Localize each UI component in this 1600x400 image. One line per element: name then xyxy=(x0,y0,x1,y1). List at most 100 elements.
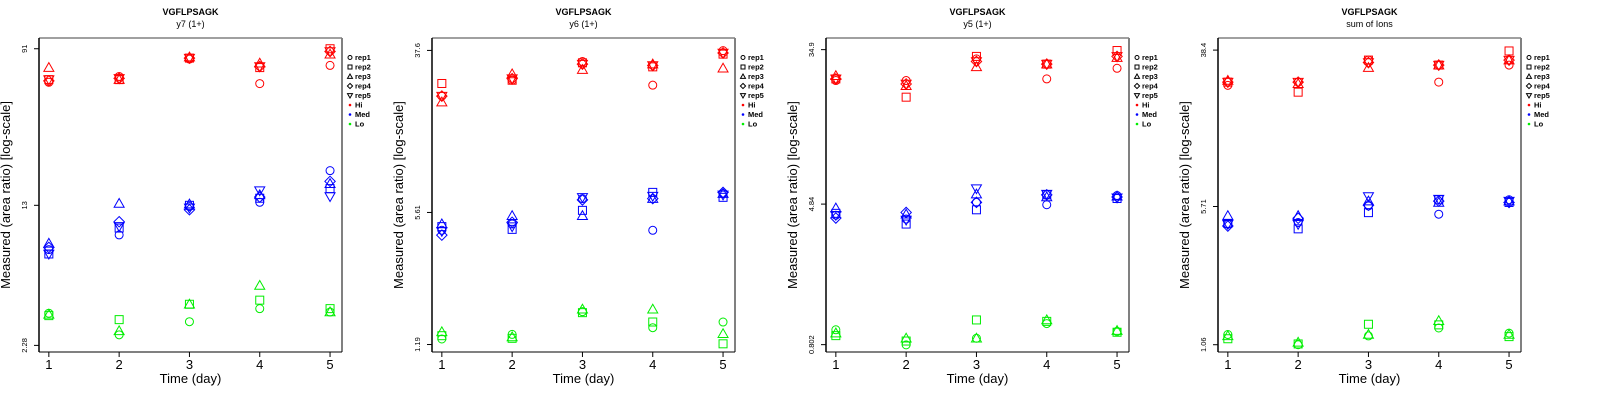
data-point-med-rep4 xyxy=(1362,199,1375,212)
legend-label: Med xyxy=(355,110,370,119)
data-point-lo-rep3 xyxy=(1432,314,1445,325)
data-point-med-rep2 xyxy=(577,205,587,215)
legend-label: Med xyxy=(1142,110,1157,119)
legend-label: Med xyxy=(1534,110,1549,119)
data-point-med-rep2 xyxy=(971,205,981,215)
data-point-hi-rep5 xyxy=(1221,77,1234,89)
x-tick-label: 5 xyxy=(719,357,726,372)
legend-symbol-rep2 xyxy=(1134,64,1140,70)
legend-symbol-rep1 xyxy=(347,55,353,60)
legend-symbol-rep4 xyxy=(739,82,747,90)
legend-label: rep1 xyxy=(355,53,371,62)
data-point-med-rep1 xyxy=(325,166,335,176)
data-point-lo-rep3 xyxy=(829,327,842,338)
data-point-lo-rep3 xyxy=(1111,324,1123,335)
legend-dot-lo xyxy=(741,122,745,126)
y-tick-label: 34.9 xyxy=(807,42,816,57)
legend-symbol-rep3 xyxy=(346,72,354,79)
data-point-med-rep4 xyxy=(970,196,983,209)
data-point-med-rep2 xyxy=(1363,208,1373,218)
legend-dot-lo xyxy=(348,122,352,126)
series-lo xyxy=(42,279,336,340)
legend-label: Med xyxy=(748,110,763,119)
data-point-hi-rep5 xyxy=(1040,59,1053,71)
legend-label: rep3 xyxy=(355,72,371,81)
data-point-med-rep5 xyxy=(646,191,659,203)
data-point-med-rep5 xyxy=(970,184,983,195)
data-point-med-rep2 xyxy=(325,184,335,194)
x-tick-label: 3 xyxy=(973,357,980,372)
x-axis-label: Time (day) xyxy=(1339,371,1401,386)
chart-subtitle: y7 (1+) xyxy=(176,19,204,29)
data-point-med-rep5 xyxy=(506,222,519,233)
data-point-med-rep5 xyxy=(1111,193,1123,204)
legend-symbol-rep2 xyxy=(347,64,353,70)
data-point-lo-rep2 xyxy=(971,315,981,325)
x-tick-label: 5 xyxy=(1505,357,1512,372)
data-point-med-rep5 xyxy=(183,203,196,214)
data-point-hi-rep2 xyxy=(1504,46,1514,56)
data-point-lo-rep1 xyxy=(831,325,841,335)
x-tick-label: 2 xyxy=(116,357,123,372)
data-point-med-rep4 xyxy=(1292,212,1305,225)
legend-symbol-rep4 xyxy=(1525,82,1533,90)
legend-label: rep1 xyxy=(1142,53,1158,62)
data-point-med-rep4 xyxy=(1221,220,1234,232)
series-lo xyxy=(829,313,1123,350)
data-point-med-rep4 xyxy=(1432,195,1445,207)
data-point-lo-rep2 xyxy=(325,304,335,314)
x-tick-label: 1 xyxy=(1224,357,1231,372)
series-hi xyxy=(1221,46,1515,97)
legend-symbol-rep1 xyxy=(740,55,746,60)
data-point-hi-rep5 xyxy=(646,61,659,72)
legend-label: rep3 xyxy=(748,72,764,81)
data-point-med-rep3 xyxy=(1362,195,1375,206)
legend-symbol-rep3 xyxy=(1525,72,1533,79)
chart-panel-3: VGFLPSAGK y5 (1+) 34.9 4.84 0.802 1 2 3 4 5 Time (… xyxy=(785,7,1159,386)
x-tick-label: 1 xyxy=(45,357,52,372)
y-tick-label: 4.84 xyxy=(807,197,816,212)
x-tick-label: 4 xyxy=(649,357,656,372)
data-point-med-rep3 xyxy=(1503,195,1515,206)
data-point-lo-rep3 xyxy=(1362,328,1375,339)
data-point-med-rep5 xyxy=(1362,192,1375,203)
data-point-hi-rep1 xyxy=(1042,74,1052,84)
data-point-hi-rep5 xyxy=(506,74,519,85)
data-point-lo-rep3 xyxy=(1503,328,1515,339)
data-point-med-rep4 xyxy=(42,241,55,254)
y-tick-label: 13 xyxy=(20,201,29,209)
legend-dot-hi xyxy=(1135,103,1139,107)
series-lo xyxy=(1221,314,1515,350)
data-point-med-rep4 xyxy=(646,192,659,205)
data-point-hi-rep1 xyxy=(648,80,658,90)
legend-label: rep1 xyxy=(1534,53,1550,62)
data-point-med-rep4 xyxy=(183,203,196,216)
data-point-hi-rep2 xyxy=(1112,46,1122,56)
legend-dot-med xyxy=(741,113,745,116)
data-point-med-rep4 xyxy=(324,175,336,188)
legend-label: rep3 xyxy=(1534,72,1550,81)
legend-symbol-rep2 xyxy=(1526,64,1532,70)
data-point-med-rep2 xyxy=(901,219,911,229)
legend-dot-lo xyxy=(1527,122,1531,126)
legend-label: rep5 xyxy=(748,91,764,100)
data-point-lo-rep3 xyxy=(576,303,589,314)
legend-symbol-rep1 xyxy=(1526,55,1532,60)
legend-dot-hi xyxy=(1527,103,1531,107)
data-point-hi-rep3 xyxy=(183,51,196,62)
legend-dot-hi xyxy=(741,103,745,107)
chart-title: VGFLPSAGK xyxy=(162,7,219,17)
x-tick-label: 4 xyxy=(256,357,263,372)
data-point-med-rep4 xyxy=(829,212,842,224)
data-point-hi-rep3 xyxy=(1362,61,1375,72)
data-point-hi-rep2 xyxy=(255,63,265,73)
y-axis-label: Measured (area ratio) [log-scale] xyxy=(1177,101,1192,289)
legend-label: rep4 xyxy=(355,82,372,91)
data-point-hi-rep2 xyxy=(901,92,911,102)
data-point-med-rep1 xyxy=(1434,209,1444,219)
y-tick-label: 91 xyxy=(20,45,29,53)
data-point-hi-rep1 xyxy=(255,79,265,89)
data-point-hi-rep3 xyxy=(506,68,519,79)
